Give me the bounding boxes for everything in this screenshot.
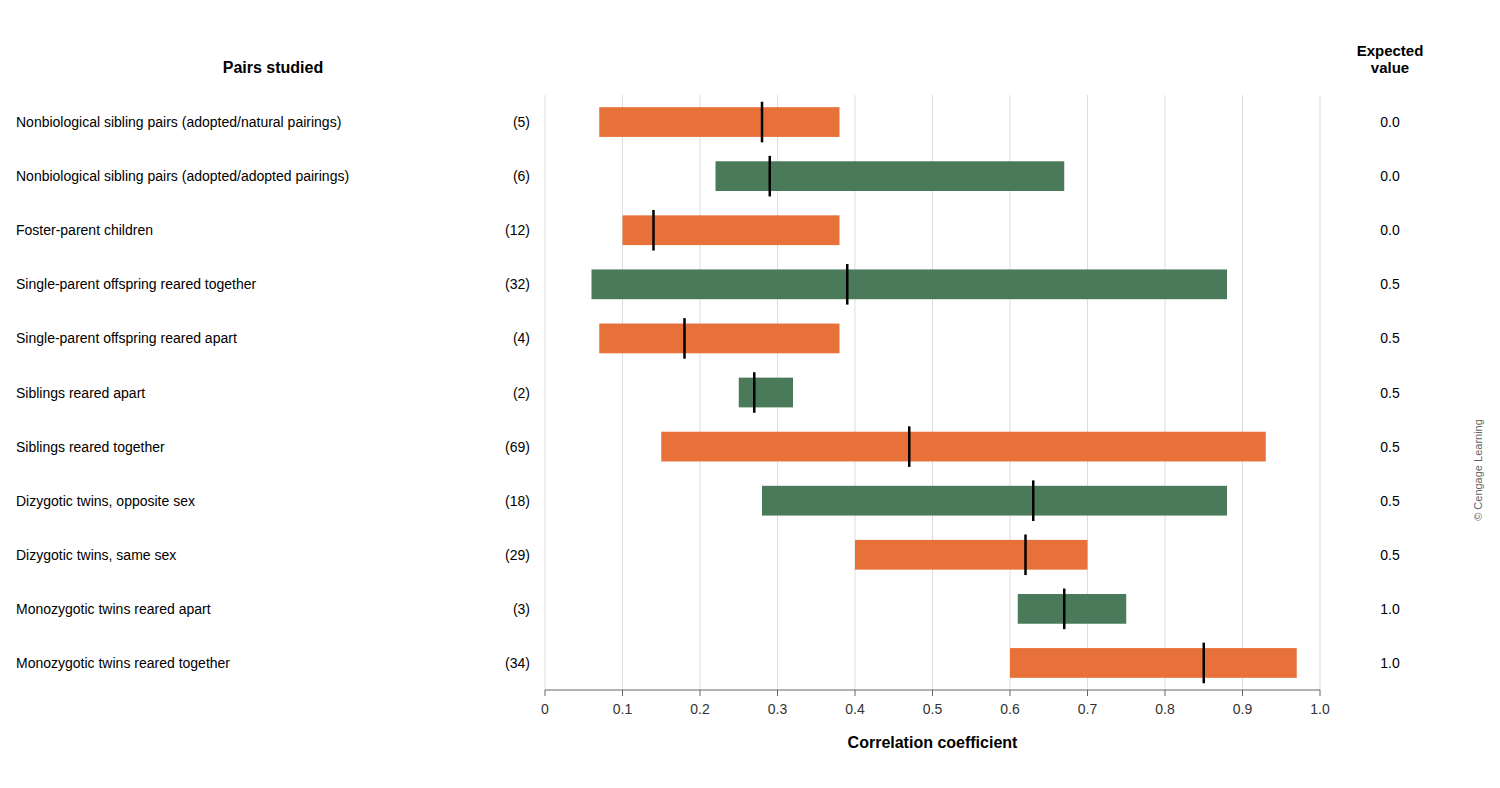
median-line bbox=[761, 102, 764, 143]
median-line bbox=[652, 210, 655, 251]
expected-header: Expectedvalue bbox=[1357, 42, 1424, 76]
median-line bbox=[1063, 589, 1066, 630]
x-axis-line bbox=[545, 690, 1320, 691]
tick-label: 0.8 bbox=[1155, 701, 1175, 717]
title: Pairs studied bbox=[223, 59, 323, 76]
row-label: Nonbiological sibling pairs (adopted/ado… bbox=[16, 168, 349, 184]
row-label: Nonbiological sibling pairs (adopted/nat… bbox=[16, 114, 341, 130]
n-label: (29) bbox=[505, 547, 530, 563]
tick-mark bbox=[545, 690, 546, 696]
row-label: Dizygotic twins, same sex bbox=[16, 547, 176, 563]
median-line bbox=[1203, 643, 1206, 684]
n-label: (69) bbox=[505, 439, 530, 455]
range-bar bbox=[855, 540, 1088, 570]
grid-line bbox=[1320, 95, 1321, 690]
row-label: Monozygotic twins reared together bbox=[16, 655, 230, 671]
grid-line bbox=[545, 95, 546, 690]
expected-value: 0.5 bbox=[1380, 439, 1400, 455]
median-line bbox=[769, 156, 772, 197]
expected-value: 0.5 bbox=[1380, 493, 1400, 509]
tick-mark bbox=[1087, 690, 1088, 696]
n-label: (4) bbox=[513, 330, 530, 346]
range-bar bbox=[599, 324, 839, 354]
tick-label: 0 bbox=[541, 701, 549, 717]
range-bar bbox=[661, 432, 1266, 462]
expected-header-line: Expected bbox=[1357, 42, 1424, 59]
range-bar bbox=[1010, 648, 1297, 678]
tick-label: 0.4 bbox=[845, 701, 865, 717]
range-bar bbox=[623, 215, 840, 245]
n-label: (3) bbox=[513, 601, 530, 617]
row-label: Single-parent offspring reared apart bbox=[16, 330, 237, 346]
tick-mark bbox=[932, 690, 933, 696]
range-bar bbox=[739, 378, 793, 408]
range-bar bbox=[599, 107, 839, 137]
median-line bbox=[846, 264, 849, 305]
tick-label: 0.6 bbox=[1000, 701, 1020, 717]
expected-value: 0.5 bbox=[1380, 385, 1400, 401]
tick-mark bbox=[1320, 690, 1321, 696]
n-label: (12) bbox=[505, 222, 530, 238]
n-label: (5) bbox=[513, 114, 530, 130]
n-label: (2) bbox=[513, 385, 530, 401]
expected-value: 1.0 bbox=[1380, 601, 1400, 617]
x-axis-label: Correlation coefficient bbox=[848, 734, 1018, 751]
median-line bbox=[753, 372, 756, 413]
tick-mark bbox=[1242, 690, 1243, 696]
grid-line bbox=[1165, 95, 1166, 690]
median-line bbox=[908, 426, 911, 467]
tick-mark bbox=[855, 690, 856, 696]
grid-line bbox=[622, 95, 623, 690]
row-texts: Nonbiological sibling pairs (adopted/nat… bbox=[16, 114, 1400, 671]
x-axis: 0 0.1 0.2 0.3 0.4 0.5 0.6 0.7 0.8 0.9 1.0 bbox=[541, 690, 1330, 717]
grid-line bbox=[1242, 95, 1243, 690]
expected-value: 1.0 bbox=[1380, 655, 1400, 671]
expected-value: 0.0 bbox=[1380, 114, 1400, 130]
expected-value: 0.5 bbox=[1380, 276, 1400, 292]
chart: 0 0.1 0.2 0.3 0.4 0.5 0.6 0.7 0.8 0.9 1.0 Correlati… bbox=[0, 0, 1500, 788]
row-label: Monozygotic twins reared apart bbox=[16, 601, 211, 617]
range-bar bbox=[1018, 594, 1127, 624]
expected-value: 0.0 bbox=[1380, 222, 1400, 238]
row-label: Siblings reared together bbox=[16, 439, 165, 455]
annotation: © Cengage Learning bbox=[1472, 419, 1484, 521]
marks bbox=[592, 102, 1297, 683]
row-label: Foster-parent children bbox=[16, 222, 153, 238]
range-bar bbox=[762, 486, 1227, 516]
row-label: Dizygotic twins, opposite sex bbox=[16, 493, 195, 509]
n-label: (32) bbox=[505, 276, 530, 292]
grid-line bbox=[700, 95, 701, 690]
row-label: Siblings reared apart bbox=[16, 385, 145, 401]
expected-value: 0.5 bbox=[1380, 330, 1400, 346]
median-line bbox=[1032, 480, 1035, 521]
median-line bbox=[1024, 534, 1027, 575]
n-label: (18) bbox=[505, 493, 530, 509]
range-bar bbox=[716, 161, 1065, 191]
n-label: (6) bbox=[513, 168, 530, 184]
tick-label: 1.0 bbox=[1310, 701, 1330, 717]
tick-label: 0.9 bbox=[1233, 701, 1253, 717]
tick-mark bbox=[1010, 690, 1011, 696]
tick-mark bbox=[1165, 690, 1166, 696]
n-label: (34) bbox=[505, 655, 530, 671]
tick-mark bbox=[777, 690, 778, 696]
range-bar bbox=[592, 269, 1228, 299]
tick-label: 0.5 bbox=[923, 701, 943, 717]
tick-label: 0.1 bbox=[613, 701, 633, 717]
tick-label: 0.7 bbox=[1078, 701, 1098, 717]
tick-label: 0.3 bbox=[768, 701, 788, 717]
median-line bbox=[683, 318, 686, 359]
grid bbox=[545, 95, 1320, 690]
expected-value: 0.0 bbox=[1380, 168, 1400, 184]
row-label: Single-parent offspring reared together bbox=[16, 276, 257, 292]
tick-label: 0.2 bbox=[690, 701, 710, 717]
expected-value: 0.5 bbox=[1380, 547, 1400, 563]
tick-mark bbox=[622, 690, 623, 696]
expected-header-line: value bbox=[1371, 59, 1409, 76]
tick-mark bbox=[700, 690, 701, 696]
